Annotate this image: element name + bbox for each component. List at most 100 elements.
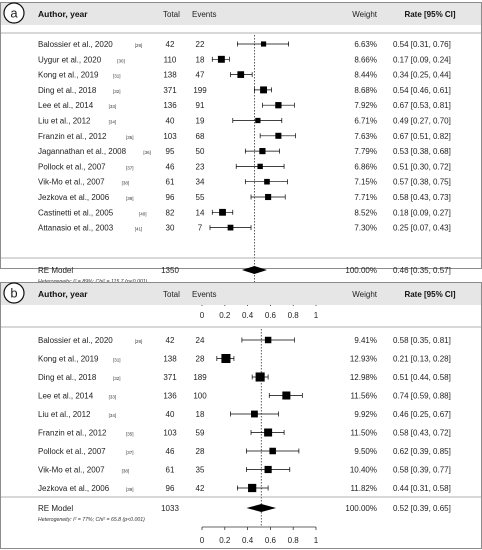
panel-b-row-6-point-estimate [264,428,273,437]
panel-b-row-3-weight: 12.98% [350,373,377,382]
panel-a-row-4-author: Ding et al., 2018 [38,86,97,95]
panel-b-row-6-weight: 11.50% [350,429,377,438]
panel-a-row-12-point-estimate [219,208,226,216]
panel-b-row-5-point-estimate [251,410,258,418]
panel-a-row-5-total: 136 [163,101,177,110]
panel-b-row-1-total: 42 [166,336,175,345]
panel-b-row-8-point-estimate [264,465,272,474]
panel-b-row-5-author: Liu et al., 2012 [38,410,91,419]
panel-a-row-9-author: Pollock et al., 2007 [38,162,106,171]
panel-a-row-12-ref: [40] [139,211,147,216]
panel-a-row-7-events: 68 [196,132,205,141]
panel-a-row-13-author: Attanasio et al., 2003 [38,224,114,233]
panel-b-row-9-events: 42 [196,484,205,493]
panel-b-x-tick-label-0: 0 [200,536,205,545]
panel-a-row-7-weight: 7.63% [354,132,377,141]
panel-b-row-5-rate: 0.46 [0.25, 0.67] [393,410,451,419]
panel-a-row-3-events: 47 [196,71,205,80]
panel-a-row-6-author: Liu et al., 2012 [38,117,91,126]
panel-a-header-weight: Weight [352,10,378,19]
panel-a-row-6-ref: [34] [109,120,117,125]
panel-a-row-8-point-estimate [259,148,266,155]
panel-b-row-6-total: 103 [163,429,177,438]
panel-a-row-6-point-estimate [255,117,261,124]
panel-a-x-tick-label-0: 0 [200,311,205,320]
panel-a-row-10-events: 34 [196,178,205,187]
panel-a-row-13-weight: 7.30% [354,224,377,233]
panel-b-row-3-events: 189 [193,373,207,382]
panel-a-row-9-weight: 6.86% [354,162,377,171]
panel-a-row-11-total: 96 [166,193,175,202]
panel-b-row-1-weight: 9.41% [354,336,377,345]
panel-b-row-8-author: Vik-Mo et al., 2007 [38,466,105,475]
panel-a-row-3-total: 138 [163,71,177,80]
panel-b-row-5-weight: 9.92% [354,410,377,419]
panel-b-summary-label: RE Model [38,504,73,513]
panel-a-row-1-point-estimate [260,41,267,47]
panel-b-row-2-point-estimate [221,353,231,364]
panel-a-row-9-total: 46 [166,162,175,171]
panel-a-row-13-total: 30 [166,224,175,233]
panel-a-row-4-weight: 8.68% [354,86,377,95]
panel-a-row-8-events: 50 [196,147,205,156]
panel-a-row-1-total: 42 [166,40,175,49]
panel-b-row-5-total: 40 [166,410,175,419]
panel-a-row-11-weight: 7.71% [354,193,377,202]
panel-a-row-6-weight: 6.71% [354,117,377,126]
panel-a-row-4-rate: 0.54 [0.46, 0.61] [393,86,451,95]
panel-b-summary-rate: 0.52 [0.39, 0.65] [393,504,451,513]
panel-b-row-9-total: 96 [166,484,175,493]
panel-a-summary-rate: 0.46 [0.35, 0.57] [393,266,451,275]
panel-a-row-10-point-estimate [264,178,270,185]
panel-a-row-7-ref: [35] [126,135,134,140]
panel-a-row-10-total: 61 [166,178,175,187]
panel-a-label: a [10,6,18,21]
panel-b-row-4-rate: 0.74 [0.59, 0.88] [393,392,451,401]
panel-a-row-10-ref: [38] [122,181,130,186]
panel-a-row-13-point-estimate [227,224,234,231]
panel-b-header-band [1,283,481,305]
panel-b-row-1-point-estimate [264,336,272,344]
panel-b-row-5-ref: [34] [109,413,117,418]
panel-b-row-7-weight: 9.50% [354,447,377,456]
panel-a-row-12-rate: 0.18 [0.09, 0.27] [393,208,451,217]
panel-a-header-events: Events [192,10,216,19]
panel-a-row-2-point-estimate [217,55,225,63]
panel-a-row-1-author: Balossier et al., 2020 [38,40,113,49]
panel-b-header-events: Events [192,290,216,299]
panel-b-header-rate: Rate [95% CI] [404,290,455,299]
panel-b-row-4-author: Lee et al., 2014 [38,392,94,401]
panel-a-x-tick-label-1: 0.2 [219,311,231,320]
panel-a-row-6-total: 40 [166,117,175,126]
panel-b-x-tick-label-3: 0.6 [265,536,277,545]
panel-a-row-11-events: 55 [196,193,205,202]
panel-a-header-rate: Rate [95% CI] [404,10,455,19]
panel-b-row-8-weight: 10.40% [350,466,377,475]
panel-a-row-8-total: 95 [166,147,175,156]
panel-b-row-4-events: 100 [193,392,207,401]
panel-b-row-8-total: 61 [166,466,175,475]
panel-a-x-tick-label-2: 0.4 [242,311,254,320]
panel-a-row-1-rate: 0.54 [0.31, 0.76] [393,40,451,49]
panel-a-row-5-weight: 7.92% [354,101,377,110]
panel-b-row-3-author: Ding et al., 2018 [38,373,97,382]
panel-b-row-7-author: Pollock et al., 2007 [38,447,106,456]
panel-a-row-13-events: 7 [198,224,203,233]
panel-b-summary-diamond [246,504,277,512]
panel-b-row-8-events: 35 [196,466,205,475]
panel-a-row-6-events: 19 [196,117,205,126]
panel-a-row-1-weight: 6.63% [354,40,377,49]
panel-a-label-badge [3,2,25,24]
panel-a-row-10-author: Vik-Mo et al., 2007 [38,178,105,187]
panel-a-row-2-rate: 0.17 [0.09, 0.24] [393,55,451,64]
panel-a-header-band [1,3,481,25]
panel-a-row-2-ref: [30] [117,58,125,63]
panel-a-row-5-ref: [33] [109,104,117,109]
panel-a-row-11-rate: 0.58 [0.43, 0.73] [393,193,451,202]
panel-b-label-badge [3,282,25,304]
panel-b-row-9-ref: [39] [126,487,134,492]
panel-a-summary-weight: 100.00% [345,266,377,275]
panel-a-row-7-author: Franzin et al., 2012 [38,132,107,141]
panel-b-header-weight: Weight [352,290,378,299]
